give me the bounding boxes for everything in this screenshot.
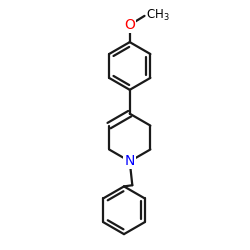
Text: CH$_3$: CH$_3$: [146, 8, 170, 23]
Text: O: O: [124, 18, 135, 32]
Text: N: N: [124, 154, 135, 168]
